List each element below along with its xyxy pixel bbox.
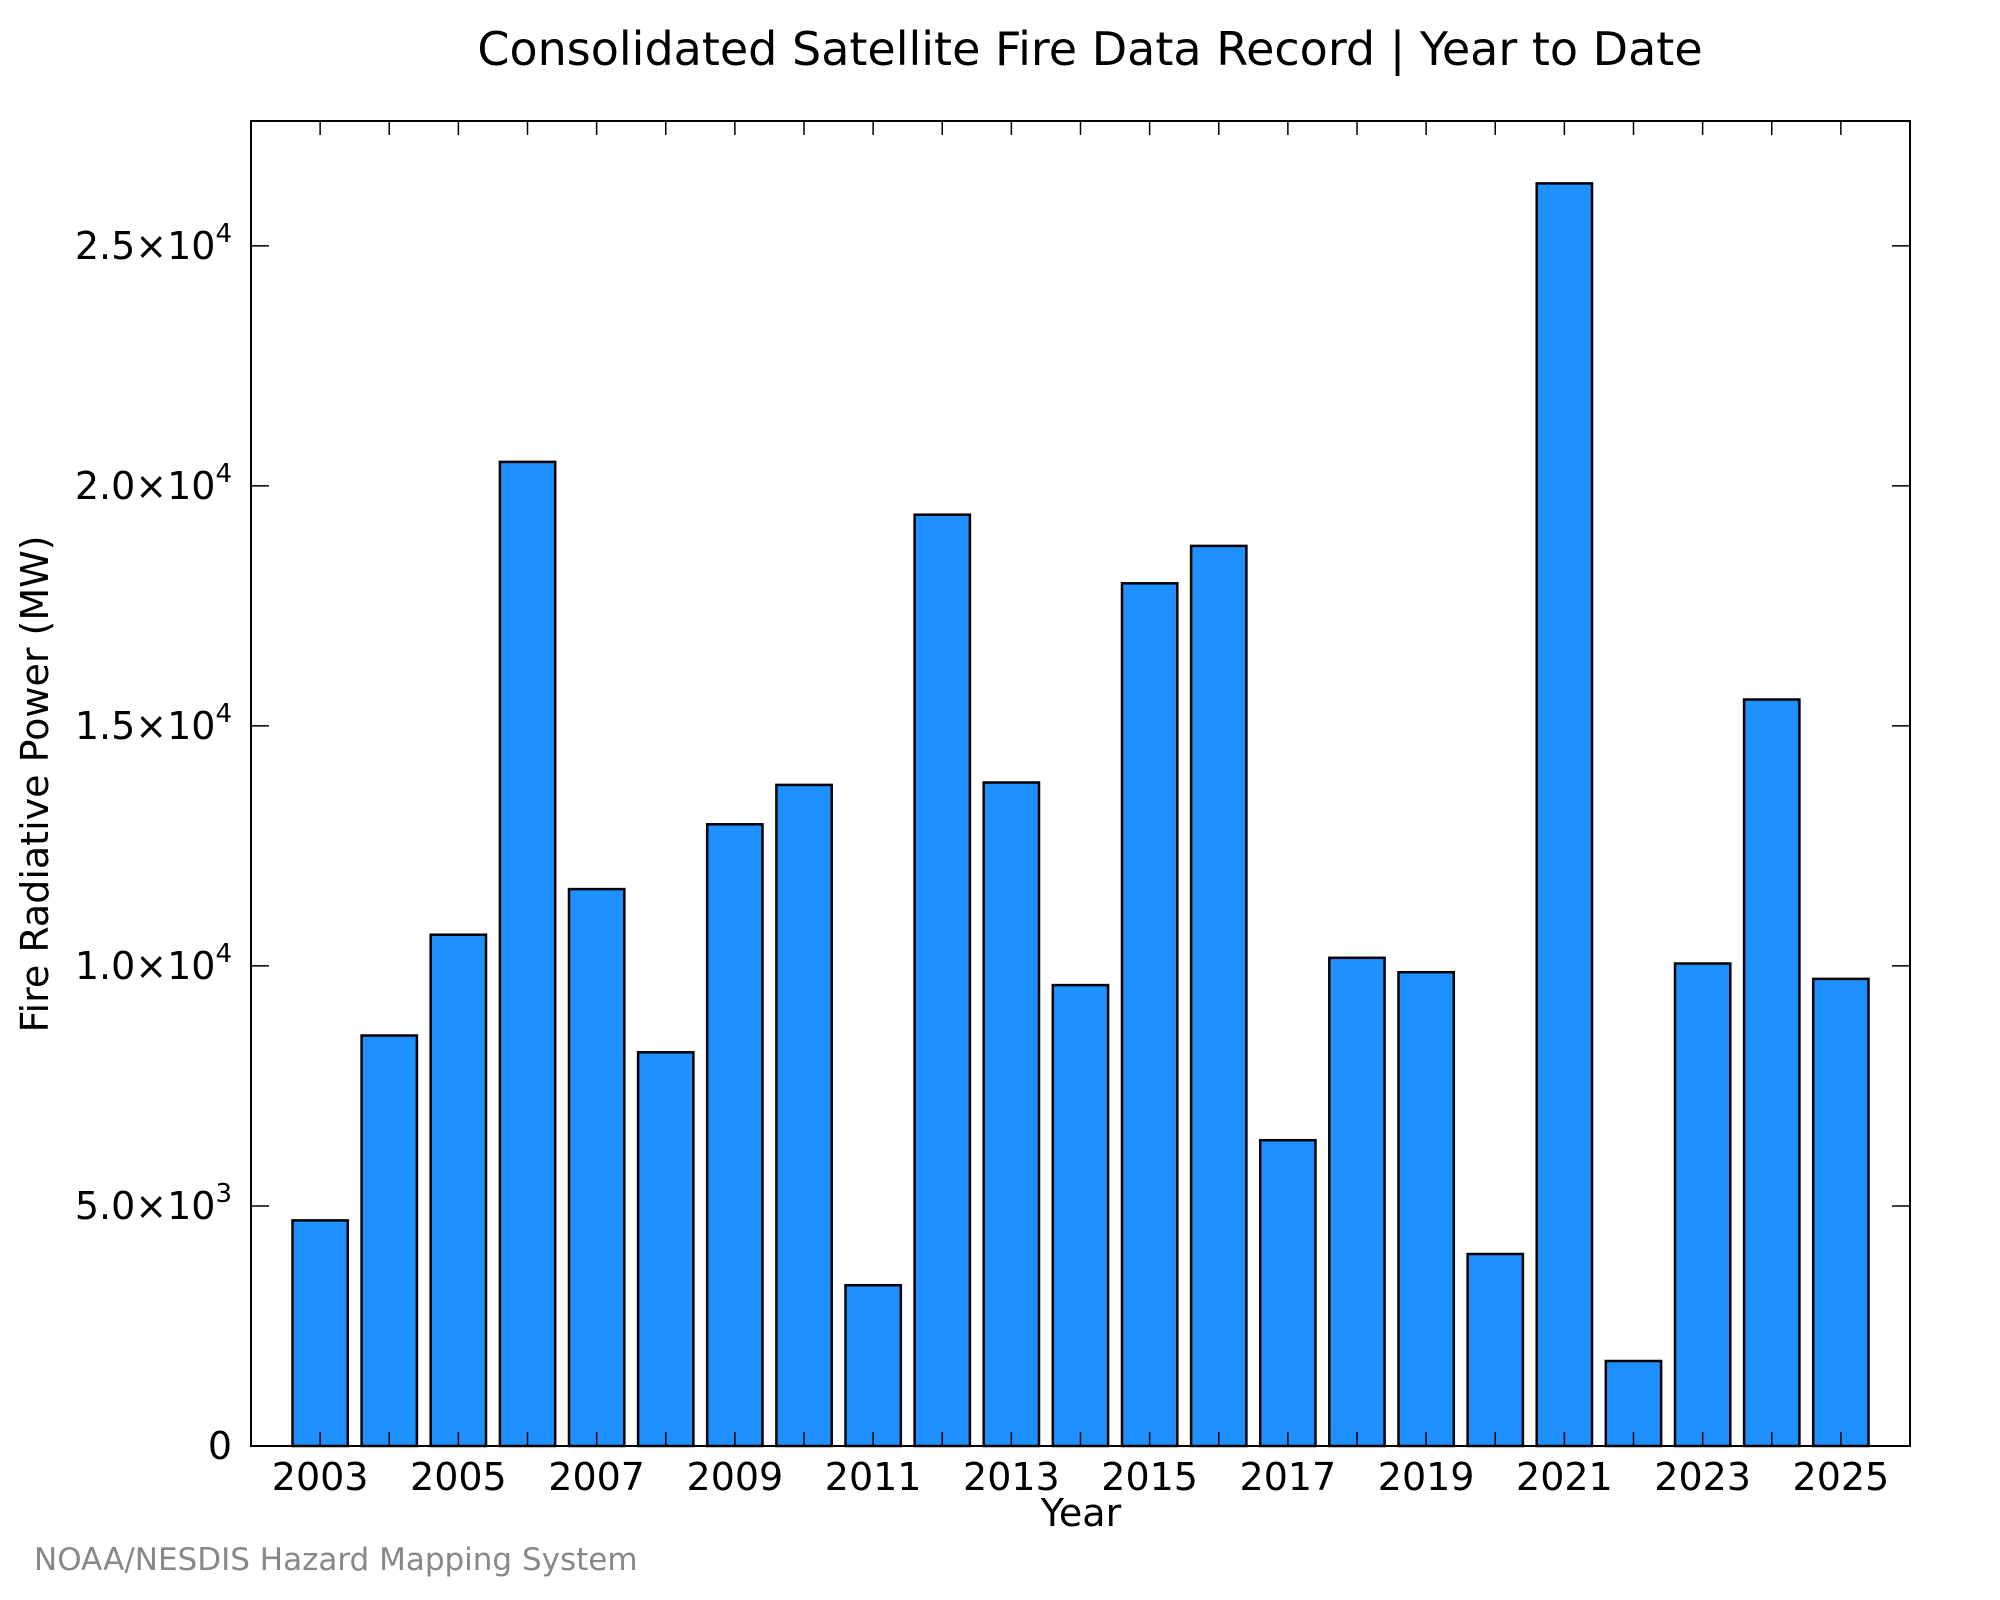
x-tick-label: 2025 [1793,1455,1890,1499]
x-tick-label: 2011 [825,1455,922,1499]
bar-2018 [1328,956,1386,1448]
bar-2021 [1535,182,1594,1448]
bar-2024 [1742,698,1801,1448]
x-axis-label: Year [1040,1491,1122,1535]
bar-2013 [982,781,1041,1448]
plot-frame [250,120,1911,1447]
bar-2004 [360,1034,419,1448]
bar-2020 [1466,1252,1525,1448]
y-tick-label: 1.0×104 [75,939,232,988]
y-tick-label: 0 [208,1424,232,1468]
x-tick-label: 2003 [272,1455,369,1499]
x-tick-label: 2017 [1240,1455,1337,1499]
bar-2005 [429,933,488,1448]
y-tick-label: 2.5×104 [75,219,232,268]
x-tick-label: 2009 [687,1455,784,1499]
bar-2022 [1604,1359,1663,1448]
x-tick-labels: 2003 2005 2007 2009 2011 2013 2015 2017 2019 2021… [272,1455,1889,1499]
y-tick-labels: 0 5.0×103 1.0×104 1.5×104 2.0×104 2.5×104 [75,219,232,1468]
bar-series [291,182,1870,1448]
bar-2003 [291,1219,350,1448]
x-tick-label: 2021 [1516,1455,1613,1499]
x-tick-label: 2015 [1101,1455,1198,1499]
y-tick-label: 1.5×104 [75,699,232,748]
bar-2011 [844,1283,903,1448]
bar-2015 [1120,582,1179,1448]
y-tick-label: 2.0×104 [75,459,232,508]
y-axis-label: Fire Radiative Power (MW) [13,535,57,1032]
bar-2014 [1051,983,1110,1448]
bar-2007 [567,887,626,1448]
x-tick-label: 2023 [1654,1455,1751,1499]
chart-title: Consolidated Satellite Fire Data Record … [477,22,1702,77]
bar-2017 [1258,1138,1317,1448]
x-tick-label: 2005 [410,1455,507,1499]
y-tick-label: 5.0×103 [75,1179,232,1228]
bar-2023 [1673,962,1732,1448]
bar-2010 [775,783,833,1448]
x-tick-label: 2013 [963,1455,1060,1499]
bar-2012 [913,513,972,1448]
x-tick-label: 2019 [1378,1455,1475,1499]
bar-2009 [705,823,764,1448]
bar-2006 [498,460,557,1448]
bar-2016 [1189,544,1248,1448]
source-note: NOAA/NESDIS Hazard Mapping System [34,1542,638,1578]
x-tick-label: 2007 [548,1455,645,1499]
bar-2025 [1811,977,1870,1448]
bar-2008 [636,1051,695,1448]
bar-2019 [1397,970,1456,1448]
